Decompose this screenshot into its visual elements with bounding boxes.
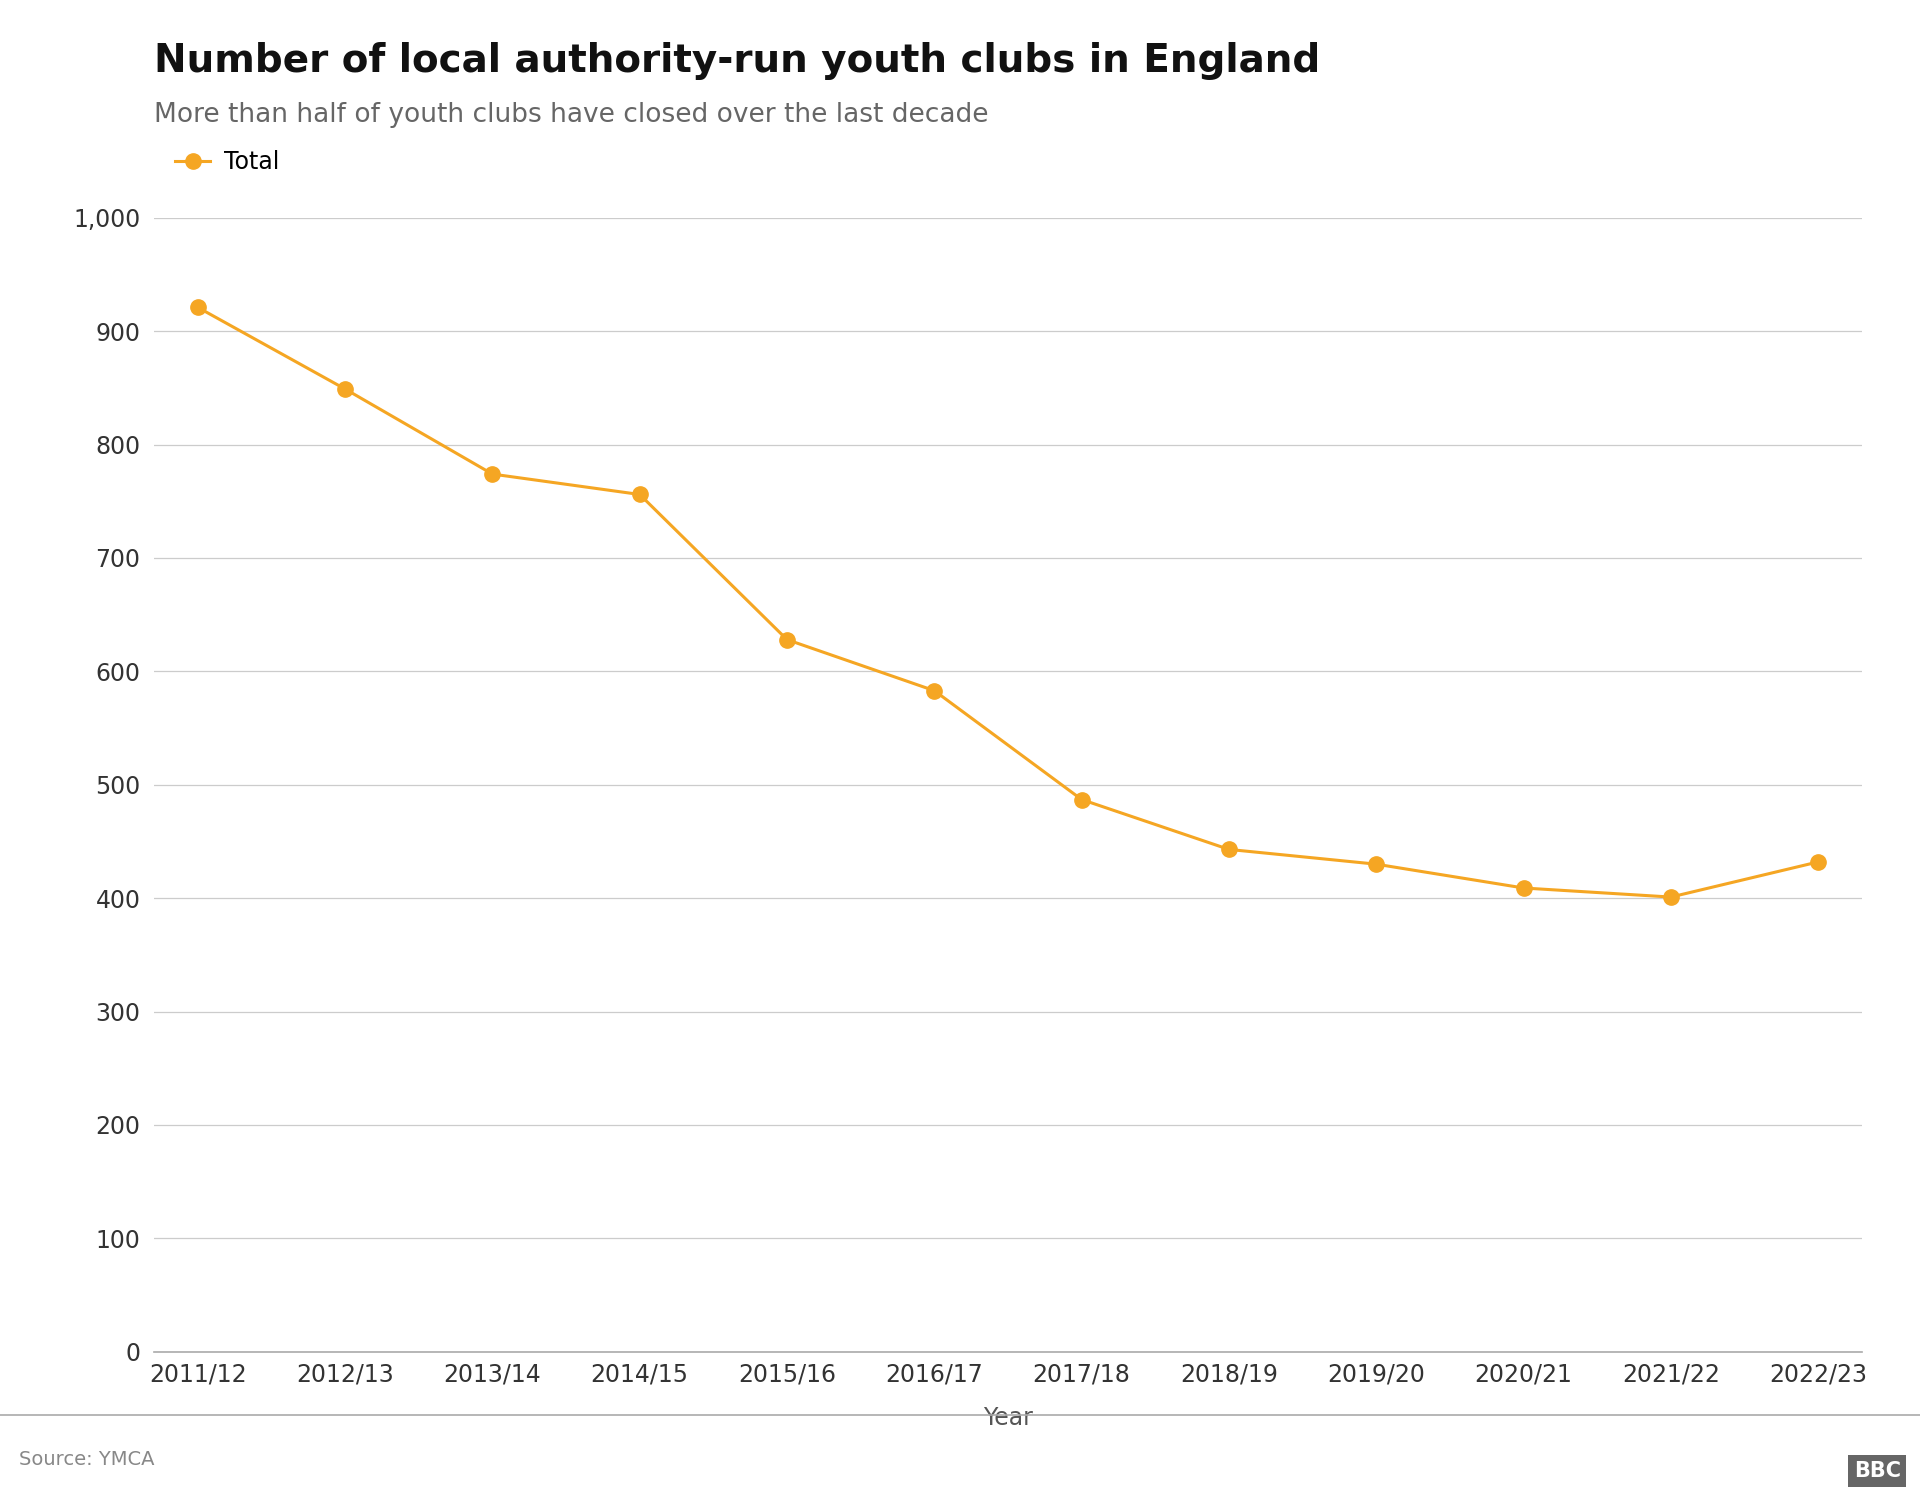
Legend: Total: Total [165,141,290,183]
X-axis label: Year: Year [983,1406,1033,1430]
Text: Source: YMCA: Source: YMCA [19,1449,156,1469]
Text: More than half of youth clubs have closed over the last decade: More than half of youth clubs have close… [154,102,989,128]
Text: BBC: BBC [1855,1461,1901,1481]
Text: Number of local authority-run youth clubs in England: Number of local authority-run youth club… [154,42,1319,80]
